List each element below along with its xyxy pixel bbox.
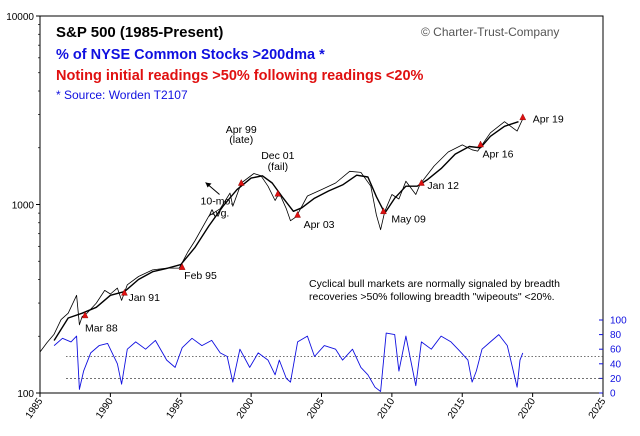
annotation-layer: Mar 88 Jan 91 Feb 95 Apr 99(late) Dec 01(fai… [85, 113, 564, 334]
reference-lines [66, 356, 603, 379]
annotation-label: 10-mo. [201, 196, 234, 208]
annotation-label: Avg. [209, 208, 230, 220]
annotation-label: Jan 91 [128, 292, 160, 304]
annotation-label: Apr 99 [226, 124, 257, 136]
t2107-breadth-line [53, 332, 524, 392]
x-tick-label: 2025 [587, 396, 609, 421]
signal-marker [121, 288, 128, 296]
subtitle-2: Noting initial readings >50% following r… [56, 68, 424, 84]
x-tick-label: 2005 [305, 396, 327, 421]
series-layer [39, 118, 524, 392]
chart-title: S&P 500 (1985-Present) [56, 24, 223, 41]
y-right-tick-label: 60 [610, 345, 622, 356]
subtitle-1: % of NYSE Common Stocks >200dma * [56, 47, 325, 63]
annotation-label: (late) [229, 134, 253, 146]
signal-layer [81, 113, 527, 319]
annotation-label: Mar 88 [85, 322, 118, 334]
signal-marker [519, 113, 527, 121]
signal-marker [178, 263, 186, 270]
annotation-label: Apr 16 [483, 149, 514, 161]
signal-marker [294, 211, 301, 218]
note-line-1: Cyclical bull markets are normally signa… [309, 278, 560, 290]
x-tick-label: 1990 [94, 396, 116, 421]
annotation-label: Feb 95 [184, 270, 217, 282]
annotation-label: May 09 [391, 213, 426, 225]
y-right-tick-label: 40 [610, 359, 622, 370]
y-right-tick-label: 100 [610, 316, 627, 327]
annotation-label: Apr 03 [304, 219, 335, 231]
note-line-2: recoveries >50% following breadth "wipeo… [309, 291, 555, 303]
y-left-tick-label: 10000 [6, 12, 34, 23]
signal-marker [380, 207, 387, 215]
x-tick-label: 1995 [164, 396, 186, 421]
ten-month-average-line [53, 121, 519, 341]
y-left-tick-label: 100 [17, 389, 34, 400]
annotation-label: Dec 01 [261, 150, 294, 162]
x-tick-label: 2020 [516, 396, 538, 421]
annotation-label: Jan 12 [427, 180, 459, 192]
signal-marker [81, 311, 89, 319]
y-left-tick-label: 1000 [12, 201, 35, 212]
signal-marker [477, 140, 484, 148]
sp500-price-line [39, 118, 524, 353]
x-tick-label: 2010 [376, 396, 398, 421]
source-note: * Source: Worden T2107 [56, 88, 188, 102]
copyright: © Charter-Trust-Company [421, 25, 559, 39]
signal-marker [418, 179, 425, 186]
annotation-label: (fail) [268, 161, 288, 173]
annotation-label: Apr 19 [533, 113, 564, 125]
x-tick-label: 2000 [235, 396, 257, 421]
right-axis-group: 0 20 40 60 80 100 [599, 316, 627, 400]
x-tick-label: 2015 [446, 396, 468, 421]
y-right-tick-label: 0 [610, 389, 616, 400]
signal-marker [274, 189, 282, 197]
signal-marker [237, 179, 245, 186]
y-right-tick-label: 80 [610, 330, 622, 341]
plot-area [39, 15, 604, 394]
y-right-tick-label: 20 [610, 374, 622, 385]
avg-arrow-head [205, 182, 212, 188]
